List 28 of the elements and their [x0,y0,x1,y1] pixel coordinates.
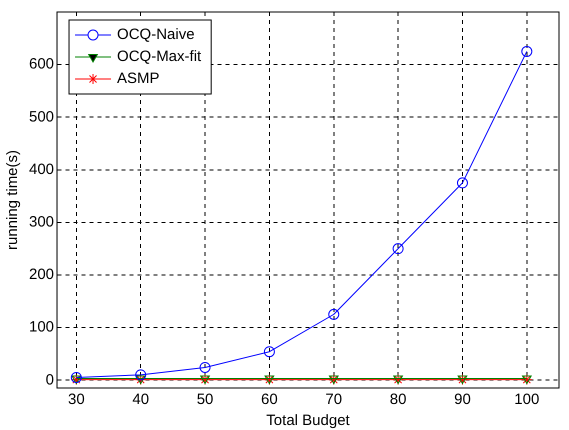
point [456,177,468,188]
y-tick-label: 200 [28,266,54,284]
x-tick-label: 70 [325,391,342,408]
y-tick-label: 300 [28,213,54,230]
x-tick-label: 60 [261,391,278,408]
point [200,362,211,373]
y-tick-label: 600 [28,56,54,73]
x-tick-label: 50 [196,391,214,408]
y-tick-label: 100 [28,318,54,336]
legend-label: ASMP [117,70,160,88]
point [392,243,404,254]
point [264,346,275,358]
legend-label: OCQ-Max-fit [117,48,202,66]
point [135,369,146,380]
y-tick-label: 500 [28,108,54,126]
legend-label: OCQ-Naive [117,26,195,44]
x-tick-label: 30 [68,391,85,408]
x-tick-label: 40 [132,391,150,408]
x-tick-label: 80 [390,391,406,408]
x-axis-title: Total Budget [266,412,351,430]
x-tick-label: 100 [514,391,540,408]
y-axis-title: running time(s) [4,150,22,250]
x-tick-label: 90 [454,391,471,408]
point [521,46,532,57]
point [328,308,340,320]
y-tick-label: 0 [46,371,54,388]
point [70,372,82,383]
y-tick-label: 400 [28,160,54,178]
